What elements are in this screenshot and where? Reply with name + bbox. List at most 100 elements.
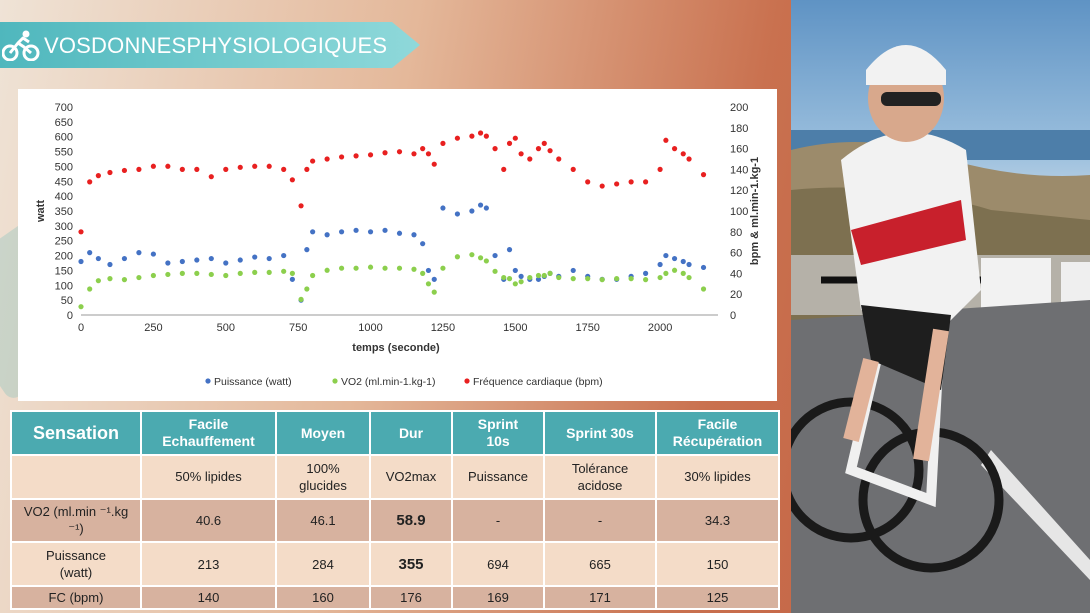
data-point [680,258,686,265]
table-cell: Puissance (watt) [10,541,142,587]
data-point [614,276,620,282]
data-point [469,208,475,214]
x-tick-label: 750 [289,322,307,334]
data-point [518,151,524,157]
data-point [686,156,692,162]
table-cell: 355 [369,541,453,587]
data-point [150,251,156,257]
data-point [501,166,507,172]
physiology-table: Sensation Facile Echauffement Moyen Dur S… [10,410,780,611]
data-point [310,272,316,279]
data-point [440,205,446,211]
data-point [136,166,142,172]
data-point [179,270,185,276]
table-header: Sprint 30s [543,410,657,456]
y-tick-label-right: 180 [730,123,748,135]
y-axis-label-right: bpm & ml.min-1.kg-1 [749,157,761,265]
table-cell: Puissance [451,454,545,500]
table-cell: 169 [451,584,545,611]
data-point [680,151,686,157]
data-point [643,179,649,185]
table-header-row: Sensation Facile Echauffement Moyen Dur S… [10,410,780,456]
data-point [440,265,446,271]
data-point [700,264,707,271]
data-point [431,276,437,282]
data-point [541,272,547,279]
legend-marker [464,378,470,384]
data-point [657,261,663,268]
y-tick-label-right: 160 [730,144,748,156]
data-point [425,151,432,157]
y-axis-label-left: watt [35,200,47,223]
data-point [585,179,591,185]
data-point [512,281,518,287]
data-point [78,258,84,265]
data-point [304,166,310,172]
data-point [107,169,113,176]
data-point [671,146,678,152]
data-point [78,304,84,310]
table-row: Puissance (watt) 213 284 355 694 665 150 [10,541,780,587]
data-point [483,205,489,211]
data-point [281,268,287,274]
x-tick-label: 250 [144,322,162,334]
data-point [338,265,345,271]
table-cell: 176 [369,584,453,611]
data-point [527,274,533,281]
data-point [367,264,374,270]
cyclist-illustration [791,0,1090,613]
table-cell [10,454,142,500]
data-point [237,164,243,170]
y-tick-label-left: 400 [55,191,73,203]
y-tick-label-left: 350 [55,206,73,218]
data-point [680,270,686,276]
data-point [547,148,553,154]
y-tick-label-left: 650 [55,117,73,129]
data-point [223,260,229,266]
table-cell: 694 [451,541,545,587]
x-tick-label: 2000 [648,322,672,334]
table-header: Facile Echauffement [140,410,277,456]
data-point [281,166,287,172]
table-row: FC (bpm) 140 160 176 169 171 125 [10,584,780,611]
data-point [477,255,484,261]
data-point [367,229,374,235]
data-point [657,166,663,172]
x-tick-label: 1500 [503,322,527,334]
data-point [518,279,524,285]
data-point [324,156,330,162]
data-point [483,133,489,139]
data-point [194,166,200,172]
data-point [425,267,432,274]
y-tick-label-right: 100 [730,206,748,218]
data-point [663,270,669,276]
legend-marker [332,378,338,384]
y-tick-label-left: 300 [55,221,73,233]
data-point [194,270,200,276]
data-point [541,140,547,146]
data-point [87,286,93,292]
data-point [95,255,101,262]
data-point [570,267,576,274]
data-point [492,146,498,152]
data-point [298,203,304,209]
data-point [420,270,426,276]
data-point [194,257,200,263]
data-point [353,265,359,271]
x-tick-label: 500 [217,322,235,334]
data-point [353,227,359,233]
table-cell: 125 [655,584,780,611]
data-point [304,247,310,253]
data-point [506,276,513,282]
data-point [208,271,214,278]
chart-panel: 0 50 100 150 200 250 300 350 400 450 500 550 600 650 7… [18,89,777,401]
data-point [518,273,524,279]
data-point [663,252,669,259]
y-tick-label-right: 60 [730,248,742,260]
data-point [686,274,692,281]
table-header: Dur [369,410,453,456]
y-tick-label-right: 140 [730,164,748,176]
table-cell: 150 [655,541,780,587]
data-point [208,255,214,262]
data-point [431,161,437,167]
